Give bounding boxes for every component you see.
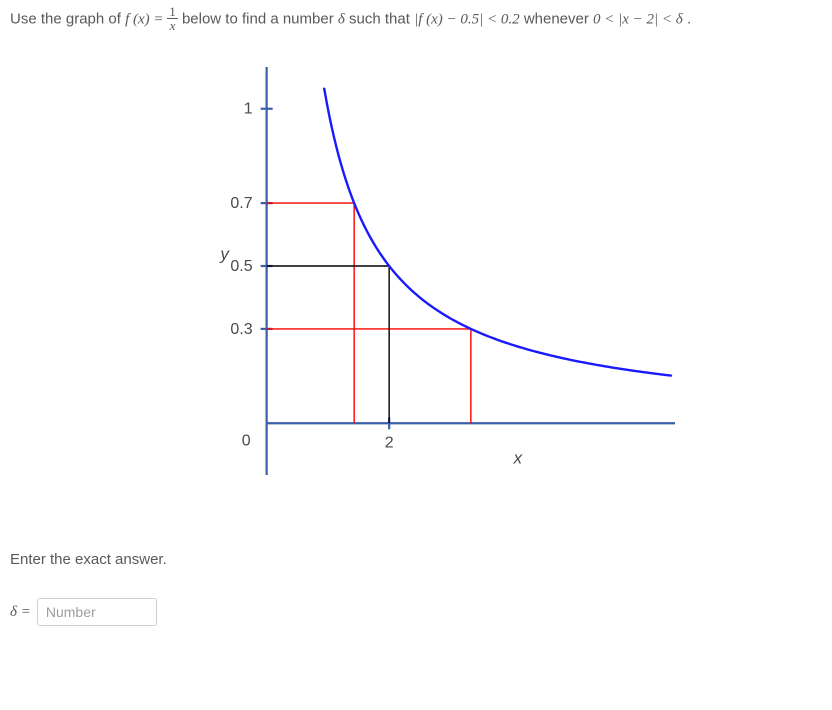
svg-text:0.3: 0.3: [230, 321, 252, 338]
func-lhs: f (x) =: [125, 11, 167, 27]
footer-text: Enter the exact answer.: [10, 551, 822, 568]
problem-prefix: Use the graph of: [10, 10, 125, 27]
svg-text:2: 2: [385, 434, 394, 451]
fraction: 1 x: [167, 5, 178, 32]
svg-text:0.5: 0.5: [230, 258, 252, 275]
delta-sym: δ: [338, 11, 345, 27]
delta-label: δ =: [10, 604, 31, 621]
svg-text:1: 1: [244, 101, 253, 118]
chart-container: 0.3 0.5 0.7 1 2 0 y x: [10, 61, 822, 521]
frac-num: 1: [167, 5, 178, 19]
svg-text:y: y: [219, 245, 230, 264]
delta-input[interactable]: [37, 598, 157, 626]
svg-text:0.7: 0.7: [230, 195, 252, 212]
svg-text:0: 0: [242, 432, 251, 449]
problem-mid3: whenever: [524, 10, 593, 27]
cond1: |f (x) − 0.5| < 0.2: [414, 11, 520, 27]
problem-mid2: such that: [349, 10, 414, 27]
problem-mid: below to find a number: [182, 10, 338, 27]
frac-den: x: [167, 19, 178, 32]
chart-svg: 0.3 0.5 0.7 1 2 0 y x: [151, 61, 681, 521]
svg-text:x: x: [513, 448, 523, 467]
problem-end: .: [687, 10, 691, 27]
problem-statement: Use the graph of f (x) = 1 x below to fi…: [10, 6, 822, 33]
answer-row: δ =: [10, 598, 822, 626]
cond2: 0 < |x − 2| < δ: [593, 11, 683, 27]
